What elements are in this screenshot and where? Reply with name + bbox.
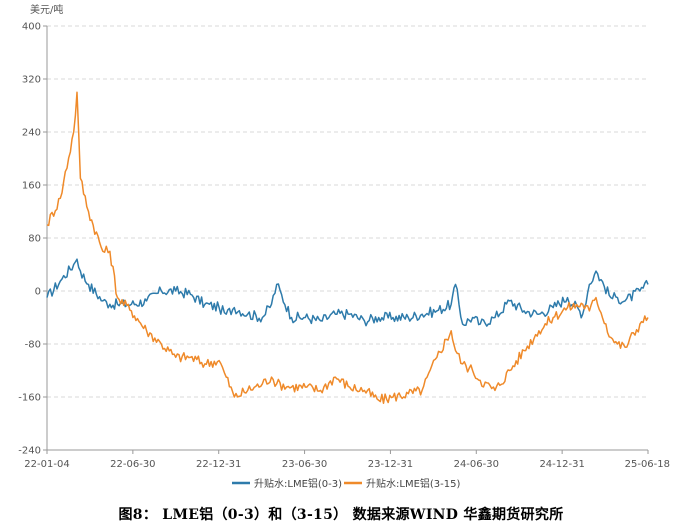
legend[interactable]: 升贴水:LME铝(0-3) 升贴水:LME铝(3-15) xyxy=(232,477,460,490)
figure-caption: 图8： LME铝（0-3）和（3-15） 数据来源WIND 华鑫期货研究所 xyxy=(118,507,564,523)
y-tick-label: 160 xyxy=(22,181,41,192)
y-tick-label: 320 xyxy=(22,75,41,86)
x-tick-label: 22-06-30 xyxy=(110,459,155,470)
line-chart: 美元/吨 -240 -160 -80 0 80 160 240 320 400 22-01-04… xyxy=(18,3,670,490)
y-tick-label: -80 xyxy=(25,340,41,351)
legend-label[interactable]: 升贴水:LME铝(3-15) xyxy=(366,477,460,490)
x-tick-labels: 22-01-04 22-06-30 22-12-31 23-06-30 23-12-31… xyxy=(24,459,670,470)
x-tick-label: 22-12-31 xyxy=(196,459,241,470)
series-line-0-3 xyxy=(46,258,649,327)
x-tick-label: 22-01-04 xyxy=(24,459,69,470)
y-tick-labels: -240 -160 -80 0 80 160 240 320 400 xyxy=(18,22,41,457)
y-tick-label: -240 xyxy=(18,446,41,457)
y-tick-label: 0 xyxy=(35,287,41,298)
axes xyxy=(43,25,649,454)
y-tick-label: 400 xyxy=(22,22,41,33)
chart-area: 美元/吨 -240 -160 -80 0 80 160 240 320 400 22-01-04… xyxy=(18,3,670,490)
x-tick-label: 23-06-30 xyxy=(282,459,327,470)
x-tick-label: 24-12-31 xyxy=(539,459,584,470)
series-line-3-15 xyxy=(46,91,649,404)
y-tick-label: 80 xyxy=(28,234,41,245)
y-tick-label: -160 xyxy=(18,393,41,404)
x-tick-label: 25-06-18 xyxy=(625,459,670,470)
gridlines xyxy=(47,25,648,398)
legend-label[interactable]: 升贴水:LME铝(0-3) xyxy=(254,477,342,490)
x-tick-label: 23-12-31 xyxy=(368,459,413,470)
series-lines xyxy=(46,91,649,404)
x-tick-label: 24-06-30 xyxy=(454,459,499,470)
y-axis-unit-label: 美元/吨 xyxy=(30,3,63,16)
y-tick-label: 240 xyxy=(22,128,41,139)
